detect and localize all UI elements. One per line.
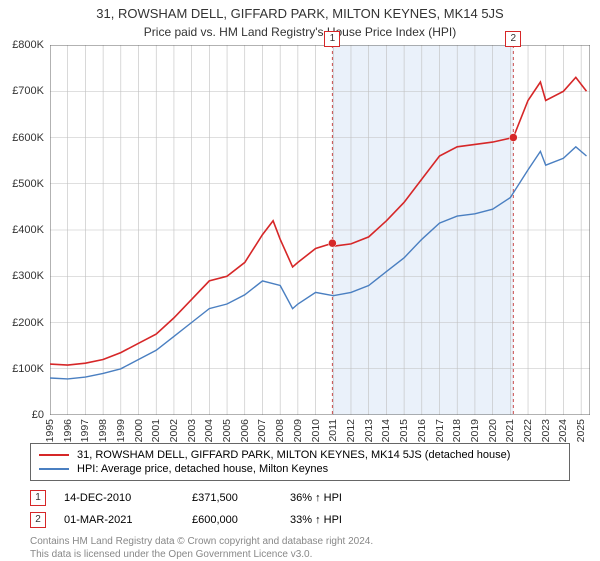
x-axis-label: 2008 bbox=[274, 419, 286, 442]
x-axis-label: 2021 bbox=[504, 419, 516, 442]
legend-swatch bbox=[39, 454, 69, 456]
legend-label: 31, ROWSHAM DELL, GIFFARD PARK, MILTON K… bbox=[77, 449, 510, 461]
transaction-price: £600,000 bbox=[192, 514, 272, 526]
y-axis-label: £200K bbox=[0, 317, 44, 329]
transaction-date: 14-DEC-2010 bbox=[64, 492, 174, 504]
x-axis-label: 2018 bbox=[451, 419, 463, 442]
transaction-callout: 1 bbox=[324, 31, 340, 47]
x-axis-label: 2000 bbox=[133, 419, 145, 442]
chart-svg bbox=[50, 45, 590, 415]
x-axis-label: 2013 bbox=[363, 419, 375, 442]
x-axis-label: 2025 bbox=[575, 419, 587, 442]
x-axis-label: 1999 bbox=[115, 419, 127, 442]
x-axis-label: 2020 bbox=[487, 419, 499, 442]
transaction-number: 1 bbox=[30, 490, 46, 506]
x-axis-label: 2005 bbox=[221, 419, 233, 442]
transaction-delta: 33% ↑ HPI bbox=[290, 514, 342, 526]
y-axis-label: £400K bbox=[0, 224, 44, 236]
x-axis-label: 2010 bbox=[310, 419, 322, 442]
transaction-row: 1 14-DEC-2010 £371,500 36% ↑ HPI bbox=[30, 487, 570, 509]
footer-attribution: Contains HM Land Registry data © Crown c… bbox=[30, 535, 570, 561]
y-axis-label: £700K bbox=[0, 85, 44, 97]
transaction-number: 2 bbox=[30, 512, 46, 528]
legend-item: 31, ROWSHAM DELL, GIFFARD PARK, MILTON K… bbox=[39, 448, 561, 462]
x-axis-label: 2001 bbox=[150, 419, 162, 442]
footer-line1: Contains HM Land Registry data © Crown c… bbox=[30, 535, 570, 548]
transaction-date: 01-MAR-2021 bbox=[64, 514, 174, 526]
y-axis-label: £600K bbox=[0, 132, 44, 144]
x-axis-label: 2009 bbox=[292, 419, 304, 442]
y-axis-label: £800K bbox=[0, 39, 44, 51]
y-axis-label: £0 bbox=[0, 409, 44, 421]
x-axis-label: 2012 bbox=[345, 419, 357, 442]
x-axis-label: 2019 bbox=[469, 419, 481, 442]
chart-container: 31, ROWSHAM DELL, GIFFARD PARK, MILTON K… bbox=[0, 0, 600, 560]
transactions-table: 1 14-DEC-2010 £371,500 36% ↑ HPI 2 01-MAR-202… bbox=[30, 487, 570, 531]
x-axis-label: 2017 bbox=[434, 419, 446, 442]
x-axis-label: 2014 bbox=[380, 419, 392, 442]
x-axis-label: 2023 bbox=[540, 419, 552, 442]
chart-area: £0£100K£200K£300K£400K£500K£600K£700K£80… bbox=[50, 45, 590, 415]
legend-item: HPI: Average price, detached house, Milt… bbox=[39, 462, 561, 476]
x-axis-label: 1997 bbox=[79, 419, 91, 442]
x-axis-label: 2022 bbox=[522, 419, 534, 442]
legend-label: HPI: Average price, detached house, Milt… bbox=[77, 463, 328, 475]
x-axis-label: 1995 bbox=[44, 419, 56, 442]
x-axis-label: 2003 bbox=[186, 419, 198, 442]
x-axis-label: 2004 bbox=[203, 419, 215, 442]
x-axis-label: 2007 bbox=[256, 419, 268, 442]
transaction-row: 2 01-MAR-2021 £600,000 33% ↑ HPI bbox=[30, 509, 570, 531]
y-axis-label: £100K bbox=[0, 363, 44, 375]
x-axis-label: 1996 bbox=[62, 419, 74, 442]
x-axis-label: 2015 bbox=[398, 419, 410, 442]
legend: 31, ROWSHAM DELL, GIFFARD PARK, MILTON K… bbox=[30, 443, 570, 481]
x-axis-label: 2006 bbox=[239, 419, 251, 442]
transaction-delta: 36% ↑ HPI bbox=[290, 492, 342, 504]
x-axis-label: 2002 bbox=[168, 419, 180, 442]
y-axis-label: £300K bbox=[0, 270, 44, 282]
x-axis-label: 2024 bbox=[557, 419, 569, 442]
transaction-price: £371,500 bbox=[192, 492, 272, 504]
x-axis-label: 1998 bbox=[97, 419, 109, 442]
x-axis-label: 2011 bbox=[327, 419, 339, 442]
y-axis-label: £500K bbox=[0, 178, 44, 190]
footer-line2: This data is licensed under the Open Gov… bbox=[30, 548, 570, 561]
legend-swatch bbox=[39, 468, 69, 470]
transaction-callout: 2 bbox=[505, 31, 521, 47]
x-axis-label: 2016 bbox=[416, 419, 428, 442]
chart-title: 31, ROWSHAM DELL, GIFFARD PARK, MILTON K… bbox=[0, 0, 600, 21]
